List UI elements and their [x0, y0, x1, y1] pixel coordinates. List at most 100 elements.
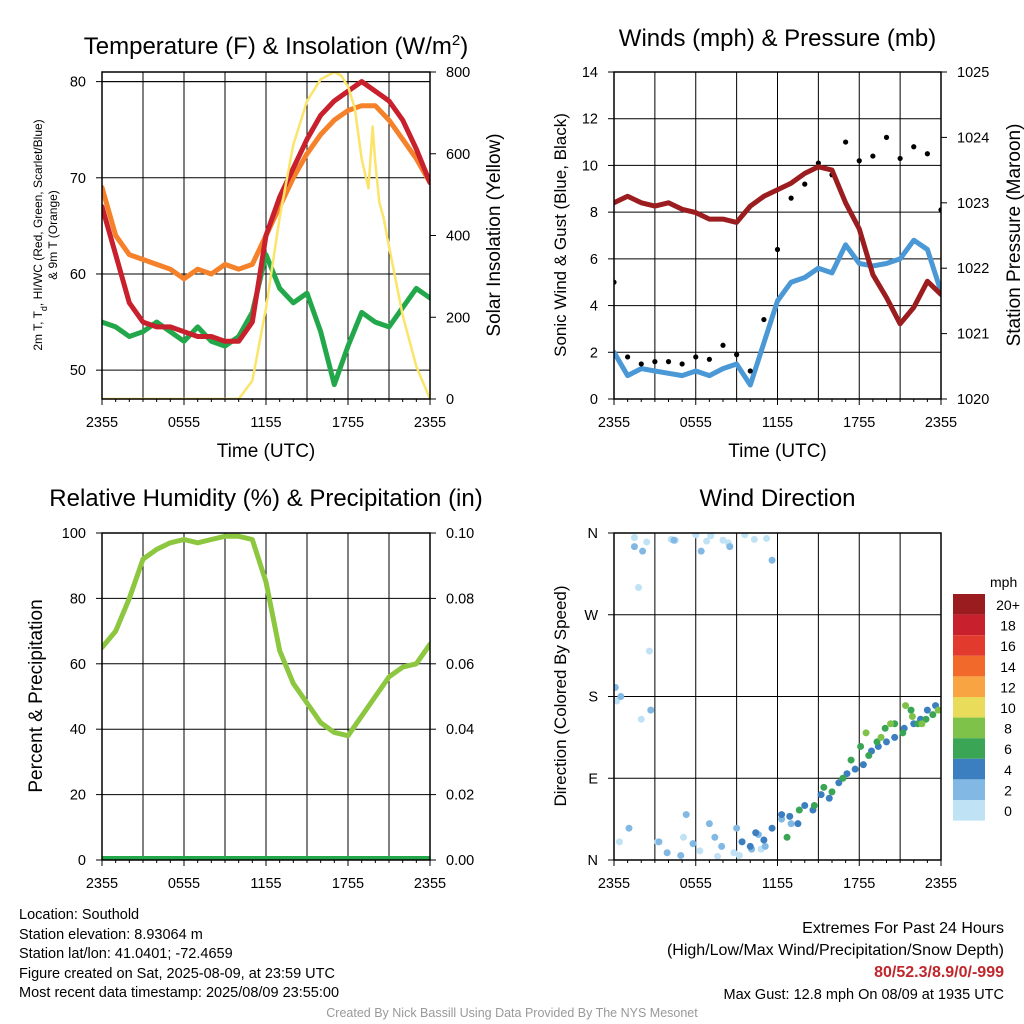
data-point — [873, 738, 881, 746]
data-point — [760, 836, 768, 844]
x-tick-label: 1155 — [762, 415, 793, 431]
x-tick-label: 0555 — [168, 876, 200, 892]
legend-label: 20+ — [996, 597, 1020, 613]
data-point — [877, 733, 885, 741]
y2-tick-label: 1024 — [957, 130, 989, 146]
x-tick-label: 1755 — [843, 415, 875, 431]
data-point — [665, 359, 672, 365]
panel-wind: Winds (mph) & Pressure (mb) 2355 0555 1155 1… — [551, 25, 1024, 462]
extremes-box: Extremes For Past 24 Hours (High/Low/Max… — [667, 918, 1004, 1006]
data-point — [902, 702, 910, 710]
y-tick-label: 100 — [62, 526, 86, 542]
x-tick-label: 1155 — [250, 876, 281, 892]
data-point — [637, 715, 645, 723]
legend-swatch — [953, 779, 985, 800]
legend-label: 18 — [1000, 618, 1016, 634]
series-line — [102, 252, 430, 388]
data-point — [835, 779, 843, 787]
y2-tick-label: 400 — [446, 229, 470, 245]
data-point — [738, 838, 746, 846]
x-tick-label: 2355 — [598, 876, 630, 892]
legend-swatch — [953, 635, 985, 656]
panel-temp: Temperature (F) & Insolation (W/m2)2355 0… — [31, 32, 505, 462]
y2-tick-label: 200 — [446, 310, 470, 326]
x-tick-label: 2355 — [925, 876, 957, 892]
data-point — [655, 838, 663, 846]
legend-swatch — [953, 758, 985, 780]
data-point — [820, 783, 828, 791]
data-point — [768, 824, 776, 832]
data-point — [747, 368, 753, 374]
legend-label: 14 — [1000, 659, 1016, 675]
y-tick-label: 20 — [70, 788, 86, 804]
y-tick-label: 6 — [590, 252, 598, 268]
x-tick-label: 2355 — [86, 876, 118, 892]
y-axis-label: Sonic Wind & Gust (Blue, Black) — [551, 113, 570, 357]
chart-title: Relative Humidity (%) & Precipitation (i… — [49, 485, 482, 512]
data-point — [922, 715, 930, 723]
y2-tick-label: 800 — [446, 65, 470, 81]
x-tick-label: 2355 — [86, 415, 118, 431]
y-tick-label: 10 — [582, 158, 598, 174]
data-point — [652, 359, 658, 365]
data-point — [856, 158, 862, 164]
data-point — [697, 547, 705, 555]
data-point — [870, 153, 876, 159]
recent-data-text: Most recent data timestamp: 2025/08/09 2… — [19, 985, 340, 1001]
data-point — [752, 829, 760, 837]
data-point — [677, 851, 685, 859]
x-axis-label: Time (UTC) — [217, 441, 316, 462]
data-point — [783, 833, 791, 841]
data-point — [689, 840, 697, 848]
data-point — [787, 820, 795, 828]
y-axis-label: Direction (Colored By Speed) — [551, 585, 570, 806]
data-point — [692, 533, 700, 539]
y2-tick-label: 1025 — [957, 65, 989, 81]
data-point — [761, 842, 769, 850]
data-point — [847, 756, 855, 764]
data-point — [663, 849, 671, 857]
data-point — [726, 543, 734, 551]
data-point — [670, 536, 678, 544]
data-point — [714, 852, 722, 860]
data-point — [862, 729, 870, 737]
legend-label: 2 — [1004, 782, 1012, 798]
data-point — [682, 811, 690, 819]
data-point — [630, 534, 638, 542]
data-point — [817, 791, 825, 799]
y2-axis-label: Station Pressure (Maroon) — [1004, 124, 1024, 347]
data-point — [891, 733, 899, 741]
data-point — [801, 802, 809, 809]
data-point — [859, 761, 867, 769]
y-tick-label: 80 — [70, 591, 86, 607]
data-point — [711, 833, 719, 841]
data-point — [614, 683, 619, 691]
data-point — [763, 534, 771, 542]
y-tick-label: 80 — [70, 75, 86, 91]
x-tick-label: 0555 — [680, 876, 712, 892]
y2-tick-label: 0 — [446, 392, 454, 408]
chart-title: Winds (mph) & Pressure (mb) — [619, 25, 936, 52]
data-point — [774, 246, 781, 253]
data-point — [635, 584, 643, 591]
y2-axis-label: Solar Insolation (Yellow) — [484, 133, 505, 336]
data-point — [924, 151, 930, 157]
data-point — [630, 543, 638, 551]
y-tick-label: 0 — [590, 392, 598, 408]
y-tick-label: 40 — [70, 722, 86, 738]
data-point — [647, 706, 655, 714]
data-point — [929, 711, 937, 719]
data-point — [741, 533, 749, 539]
y-tick-label: 12 — [582, 112, 598, 128]
data-point — [911, 144, 917, 150]
series-line — [102, 72, 430, 399]
data-point — [786, 812, 794, 820]
data-point — [614, 697, 621, 705]
extremes-subtitle: (High/Low/Max Wind/Precipitation/Snow De… — [666, 942, 1004, 959]
legend-label: 0 — [1004, 803, 1012, 819]
y-tick-label: 60 — [70, 267, 86, 283]
y-tick-label: 4 — [590, 299, 598, 315]
y-tick-label: 14 — [582, 65, 598, 81]
data-point — [733, 824, 741, 832]
